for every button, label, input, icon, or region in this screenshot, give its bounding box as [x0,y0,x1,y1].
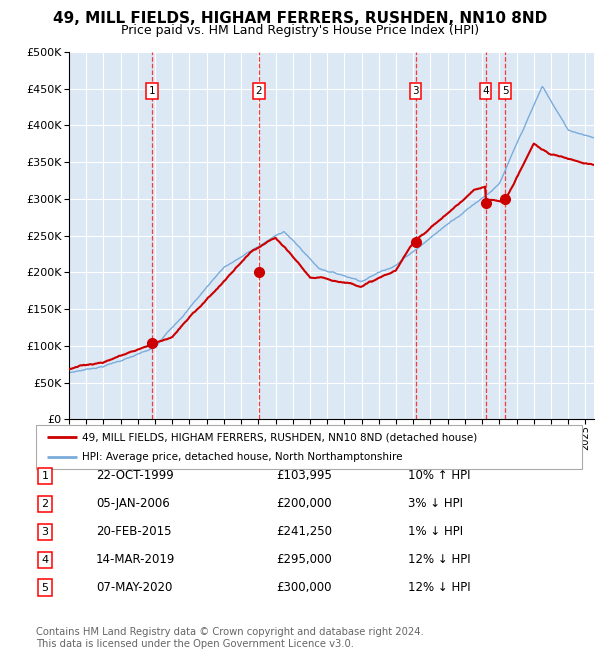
Text: 07-MAY-2020: 07-MAY-2020 [96,581,172,594]
Text: £295,000: £295,000 [276,553,332,566]
Text: 3: 3 [412,86,419,96]
Text: 4: 4 [41,554,49,565]
Text: 49, MILL FIELDS, HIGHAM FERRERS, RUSHDEN, NN10 8ND: 49, MILL FIELDS, HIGHAM FERRERS, RUSHDEN… [53,11,547,26]
Text: 5: 5 [41,582,49,593]
Text: 2: 2 [256,86,262,96]
Text: HPI: Average price, detached house, North Northamptonshire: HPI: Average price, detached house, Nort… [82,452,403,462]
Text: 1% ↓ HPI: 1% ↓ HPI [408,525,463,538]
Text: 4: 4 [482,86,489,96]
Text: 3% ↓ HPI: 3% ↓ HPI [408,497,463,510]
Text: £241,250: £241,250 [276,525,332,538]
Text: 10% ↑ HPI: 10% ↑ HPI [408,469,470,482]
Text: £200,000: £200,000 [276,497,332,510]
Text: 3: 3 [41,526,49,537]
Text: 1: 1 [148,86,155,96]
Text: 12% ↓ HPI: 12% ↓ HPI [408,581,470,594]
Text: 12% ↓ HPI: 12% ↓ HPI [408,553,470,566]
Text: £103,995: £103,995 [276,469,332,482]
Text: 5: 5 [502,86,509,96]
Text: Price paid vs. HM Land Registry's House Price Index (HPI): Price paid vs. HM Land Registry's House … [121,24,479,37]
Text: 20-FEB-2015: 20-FEB-2015 [96,525,172,538]
Text: 14-MAR-2019: 14-MAR-2019 [96,553,175,566]
Text: 2: 2 [41,499,49,509]
Text: 05-JAN-2006: 05-JAN-2006 [96,497,170,510]
Text: 49, MILL FIELDS, HIGHAM FERRERS, RUSHDEN, NN10 8ND (detached house): 49, MILL FIELDS, HIGHAM FERRERS, RUSHDEN… [82,432,478,442]
Text: £300,000: £300,000 [276,581,331,594]
Text: Contains HM Land Registry data © Crown copyright and database right 2024.
This d: Contains HM Land Registry data © Crown c… [36,627,424,649]
Text: 1: 1 [41,471,49,481]
Text: 22-OCT-1999: 22-OCT-1999 [96,469,174,482]
FancyBboxPatch shape [36,425,582,469]
